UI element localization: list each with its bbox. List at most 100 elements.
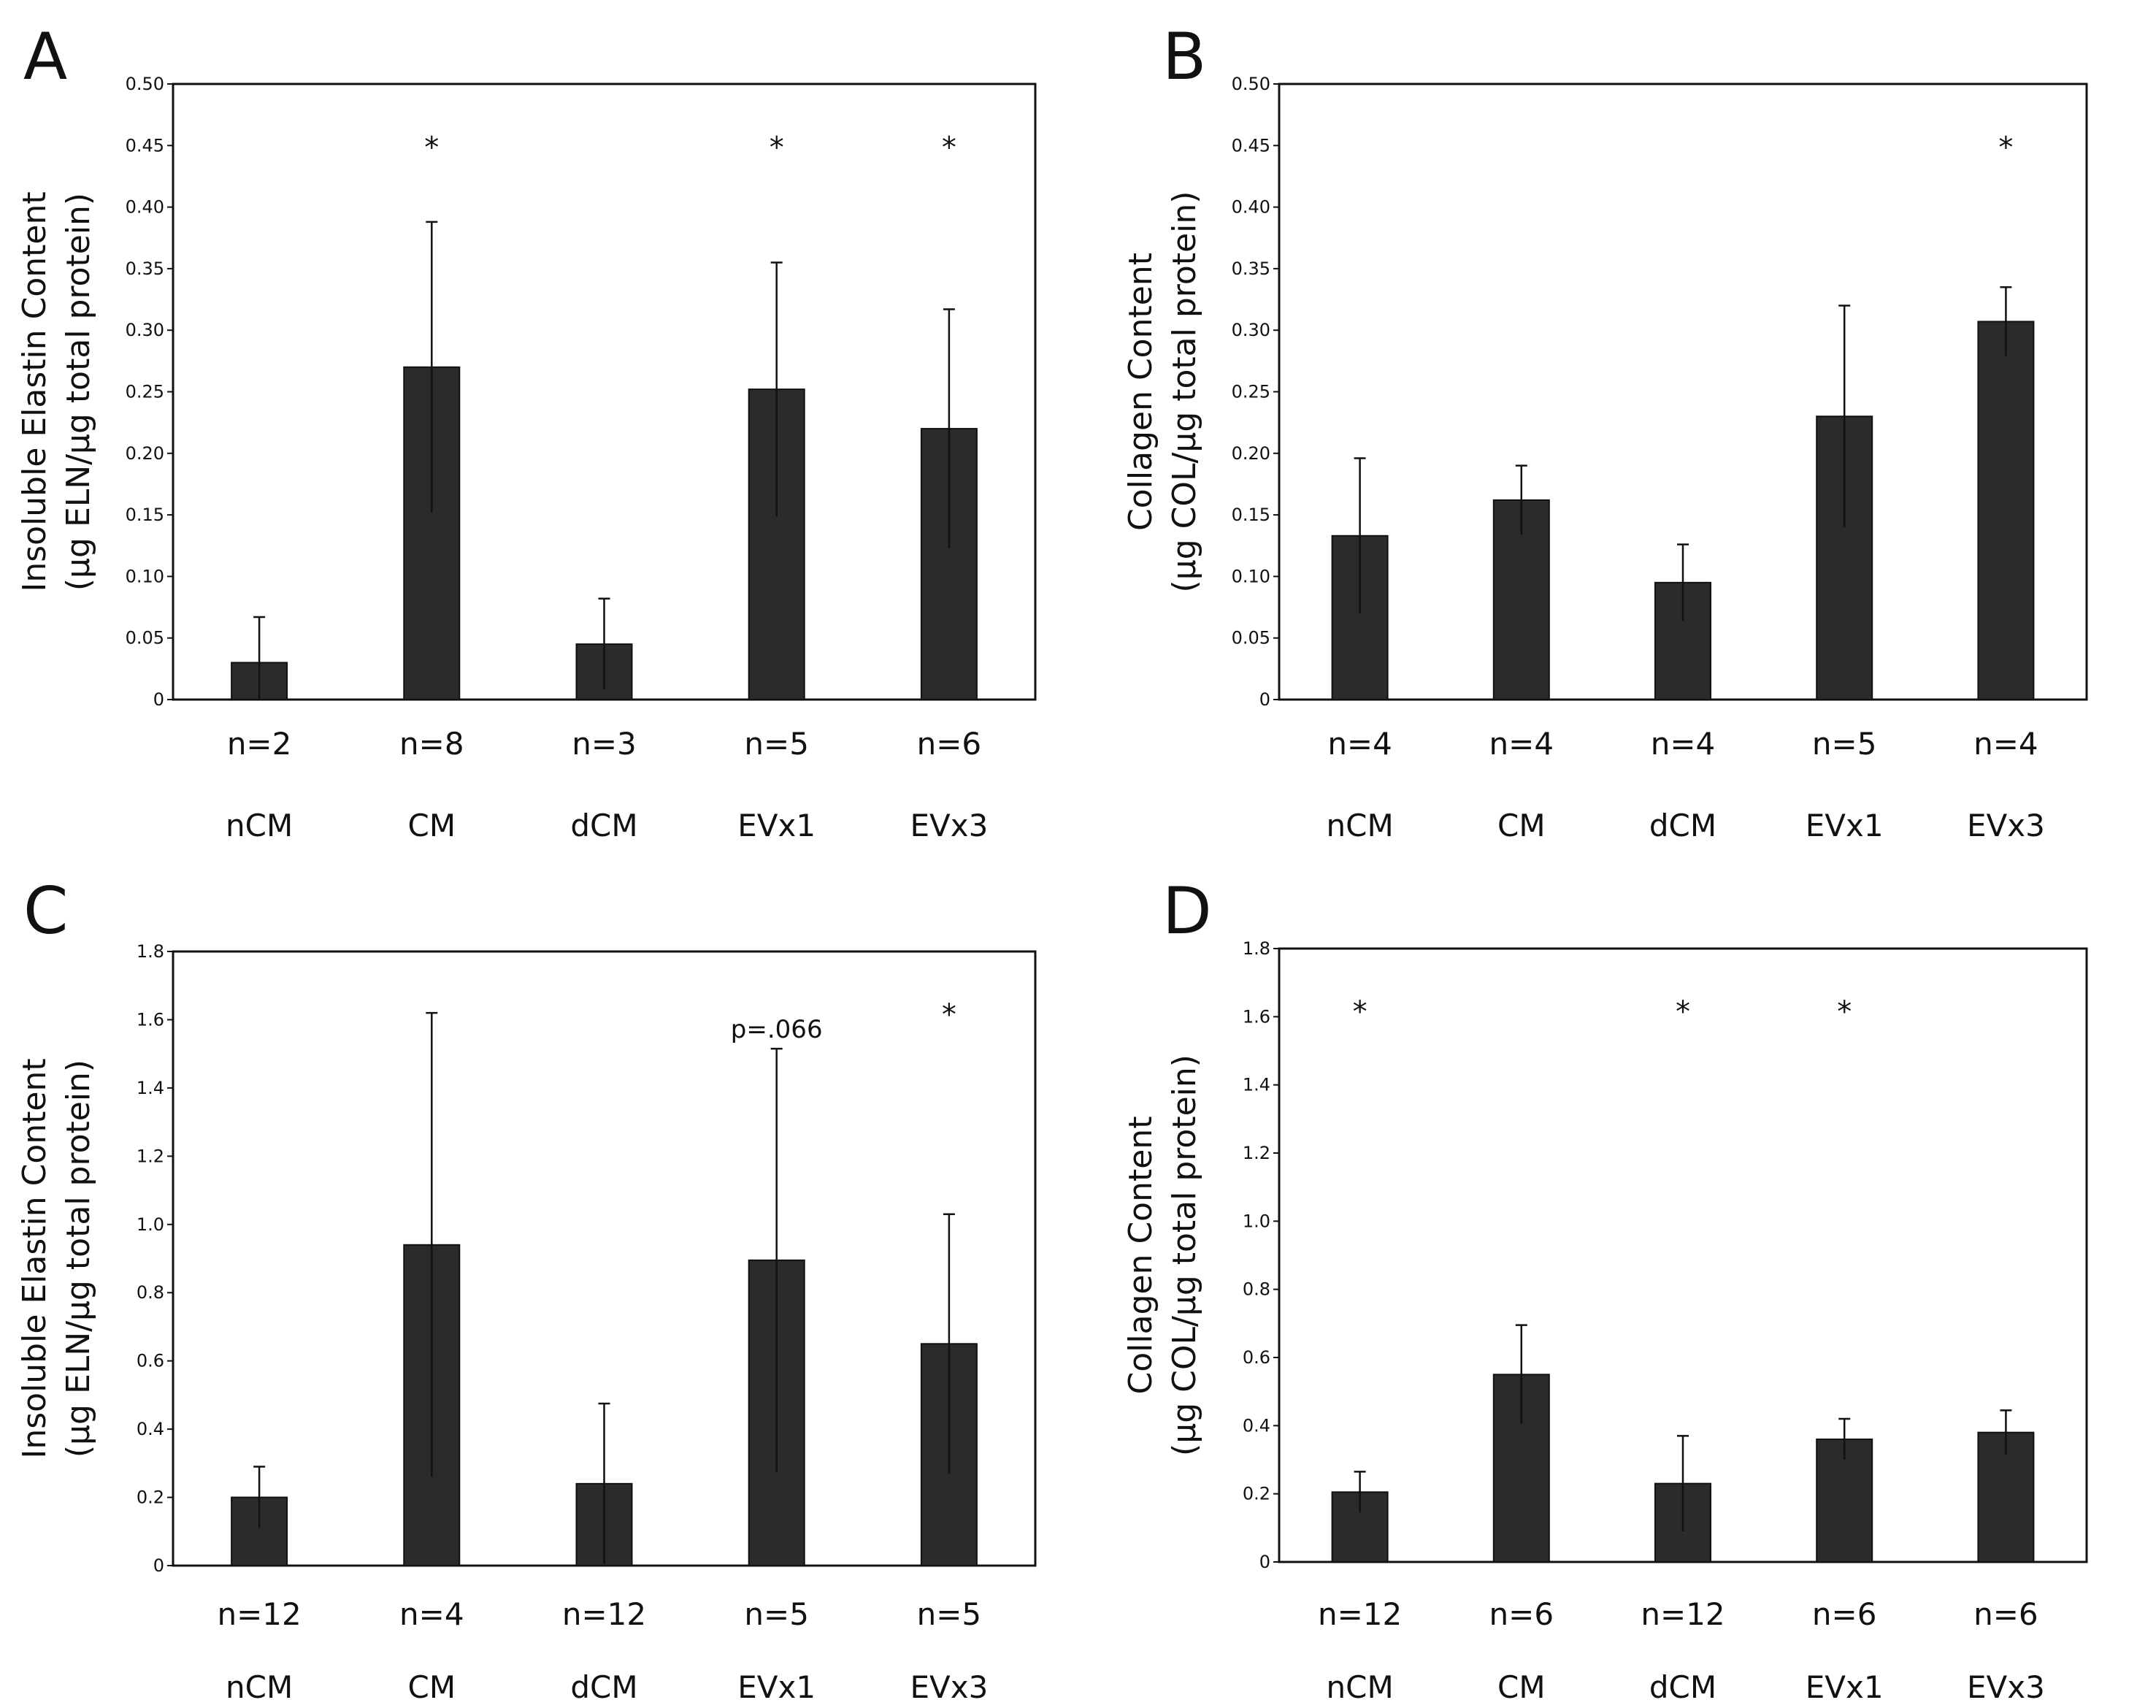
y-tick-label: 0.50 xyxy=(1232,74,1270,94)
category-label: CM xyxy=(1497,1669,1546,1705)
y-axis-label: Insoluble Elastin Content xyxy=(16,1058,53,1458)
y-tick-label: 0.20 xyxy=(1232,443,1270,464)
category-label: CM xyxy=(408,808,456,843)
y-axis-label: Collagen Content xyxy=(1122,253,1159,531)
y-tick-label: 0.10 xyxy=(126,566,164,586)
y-axis-label-units: (µg ELN/µg total protein) xyxy=(60,1060,97,1458)
significance-marker: * xyxy=(770,131,784,164)
bar xyxy=(1492,1374,1550,1563)
y-tick-label: 0.4 xyxy=(137,1419,164,1439)
significance-marker: * xyxy=(424,131,439,164)
y-tick-label: 1.4 xyxy=(1243,1075,1270,1095)
y-axis-label: Collagen Content xyxy=(1122,1117,1159,1395)
y-tick-label: 0.6 xyxy=(1243,1347,1270,1368)
y-tick-label: 0.4 xyxy=(1243,1415,1270,1436)
n-label: n=12 xyxy=(1641,1596,1725,1632)
y-tick-label: 1.8 xyxy=(1243,938,1270,959)
category-label: nCM xyxy=(1327,1669,1394,1705)
category-label: EVx1 xyxy=(1806,808,1884,843)
category-label: dCM xyxy=(570,808,637,843)
category-label: EVx1 xyxy=(737,808,816,843)
category-label: CM xyxy=(408,1669,456,1705)
y-tick-label: 0.45 xyxy=(126,135,164,156)
y-tick-label: 0.30 xyxy=(1232,320,1270,340)
significance-marker: * xyxy=(942,998,956,1032)
n-label: n=6 xyxy=(1489,1596,1554,1632)
significance-marker: * xyxy=(1676,995,1690,1029)
n-label: n=5 xyxy=(917,1596,982,1632)
y-tick-label: 0.10 xyxy=(1232,566,1270,586)
category-label: nCM xyxy=(226,808,293,843)
y-tick-label: 1.6 xyxy=(1243,1006,1270,1027)
y-tick-label: 0.20 xyxy=(126,443,164,464)
y-tick-label: 1.8 xyxy=(137,941,164,962)
y-tick-label: 0.35 xyxy=(126,259,164,279)
bar xyxy=(403,366,461,700)
panel-letter: A xyxy=(23,19,67,94)
category-label: CM xyxy=(1497,808,1546,843)
panel-letter: D xyxy=(1162,873,1212,949)
category-label: dCM xyxy=(570,1669,637,1705)
bar xyxy=(1977,321,2035,700)
category-label: dCM xyxy=(1649,1669,1716,1705)
y-tick-label: 0.30 xyxy=(126,320,164,340)
y-tick-label: 0.2 xyxy=(1243,1484,1270,1504)
y-tick-label: 0.6 xyxy=(137,1351,164,1371)
y-tick-label: 0.8 xyxy=(137,1282,164,1303)
n-label: n=4 xyxy=(1651,726,1716,762)
panel-c: C 0 0.2 0.4 0.6 0.8 1.0 1.2 1.4 1.6 1.8 Insoluble E… xyxy=(16,873,1037,1705)
y-tick-label: 0.35 xyxy=(1232,259,1270,279)
category-label: EVx3 xyxy=(910,1669,988,1705)
y-tick-label: 0.2 xyxy=(137,1487,164,1508)
y-tick-label: 1.2 xyxy=(137,1146,164,1166)
y-tick-label: 0.45 xyxy=(1232,135,1270,156)
panel-a: A 0 0.05 0.10 0.15 0.20 0.25 0.30 0.35 0.40 0.45 0.… xyxy=(16,19,1037,843)
n-label: n=4 xyxy=(399,1596,464,1632)
y-axis-label: Insoluble Elastin Content xyxy=(16,191,53,591)
y-tick-label: 0.40 xyxy=(1232,197,1270,218)
n-label: n=4 xyxy=(1489,726,1554,762)
significance-marker: * xyxy=(942,131,956,164)
significance-marker: * xyxy=(1837,995,1852,1029)
n-label: n=8 xyxy=(399,726,464,762)
n-label: n=2 xyxy=(227,726,292,762)
n-label: n=5 xyxy=(744,726,809,762)
y-tick-label: 0.15 xyxy=(1232,505,1270,525)
y-tick-label: 0 xyxy=(1259,689,1270,710)
y-tick-label: 0.40 xyxy=(126,197,164,218)
y-axis-label-units: (µg COL/µg total protein) xyxy=(1166,191,1203,593)
significance-marker: * xyxy=(1998,131,2013,164)
y-tick-label: 0 xyxy=(153,689,164,710)
n-label: n=4 xyxy=(1973,726,2038,762)
panel-b: B 0 0.05 0.10 0.15 0.20 0.25 0.30 0.35 0.40 0.45 0.… xyxy=(1122,19,2088,843)
category-label: EVx3 xyxy=(910,808,988,843)
category-label: nCM xyxy=(226,1669,293,1705)
category-label: EVx3 xyxy=(1967,1669,2045,1705)
n-label: n=3 xyxy=(572,726,637,762)
y-tick-label: 1.0 xyxy=(137,1214,164,1235)
y-tick-label: 0 xyxy=(1259,1552,1270,1572)
y-axis-label-units: (µg ELN/µg total protein) xyxy=(60,193,97,591)
y-tick-label: 0.05 xyxy=(1232,628,1270,648)
y-tick-label: 0 xyxy=(153,1555,164,1576)
y-tick-label: 1.4 xyxy=(137,1078,164,1098)
n-label: n=4 xyxy=(1327,726,1392,762)
n-label: n=12 xyxy=(562,1596,646,1632)
y-tick-label: 1.2 xyxy=(1243,1143,1270,1163)
y-tick-label: 1.6 xyxy=(137,1009,164,1030)
n-label: n=12 xyxy=(1318,1596,1402,1632)
y-tick-label: 0.05 xyxy=(126,628,164,648)
category-label: EVx3 xyxy=(1967,808,2045,843)
y-tick-label: 1.0 xyxy=(1243,1211,1270,1231)
category-label: EVx1 xyxy=(1806,1669,1884,1705)
panel-d: D 0 0.2 0.4 0.6 0.8 1.0 1.2 1.4 1.6 1.8 Collagen Co… xyxy=(1122,873,2088,1705)
y-tick-label: 0.15 xyxy=(126,505,164,525)
n-label: n=6 xyxy=(917,726,982,762)
p-value-annotation: p=.066 xyxy=(731,1015,823,1044)
panel-letter: B xyxy=(1162,19,1206,94)
panel-letter: C xyxy=(23,873,68,949)
y-tick-label: 0.25 xyxy=(126,382,164,402)
category-label: dCM xyxy=(1649,808,1716,843)
n-label: n=6 xyxy=(1812,1596,1877,1632)
